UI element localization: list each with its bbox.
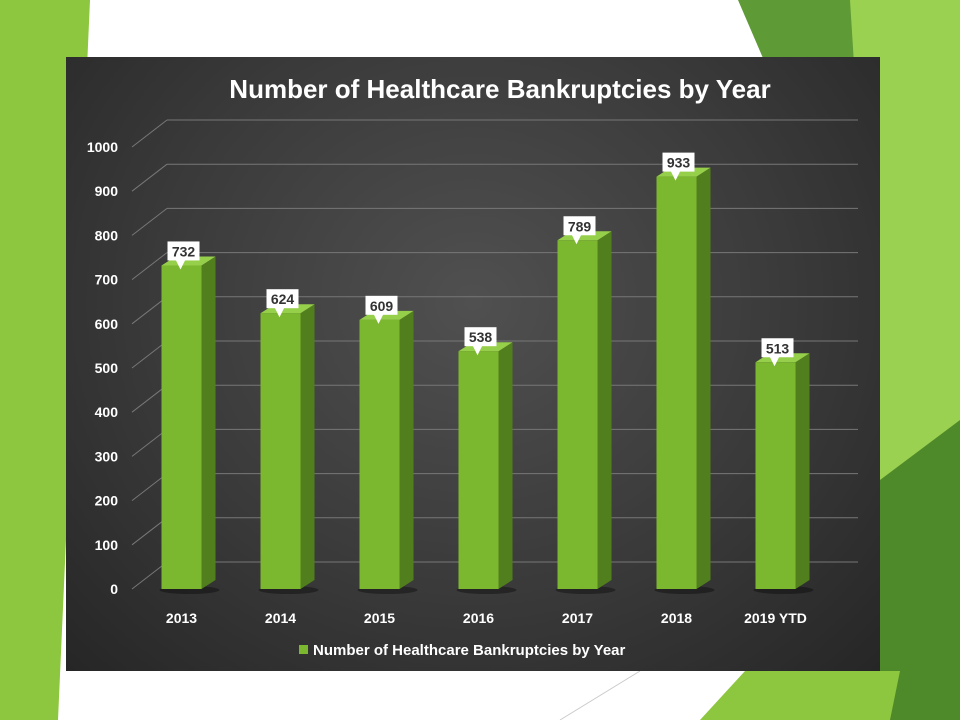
- y-tick-label: 1000: [87, 139, 118, 155]
- bar-2015: [357, 310, 418, 594]
- bar-side: [399, 310, 414, 589]
- y-tick-label: 700: [95, 272, 119, 288]
- y-tick-label: 300: [95, 448, 119, 464]
- data-label-box: [167, 241, 200, 261]
- bar-front: [755, 362, 796, 589]
- bar-front: [260, 313, 301, 589]
- bar-front: [359, 319, 400, 589]
- data-label-pointer: [670, 170, 681, 181]
- data-label-box: [266, 289, 299, 309]
- data-label-box: [365, 295, 398, 315]
- y-tick-label: 200: [95, 493, 119, 509]
- decor-line: [559, 670, 641, 720]
- x-tick-label: 2016: [463, 610, 494, 626]
- data-label-pointer: [769, 356, 780, 367]
- bar-2013: [159, 256, 220, 594]
- bar-front: [458, 351, 499, 589]
- data-labels: 732 624 609 538 789 933 513: [167, 152, 794, 367]
- y-tick-label: 0: [110, 581, 118, 597]
- x-tick-label: 2019 YTD: [744, 610, 807, 626]
- bar-side: [498, 342, 513, 589]
- data-label: 789: [563, 216, 596, 245]
- data-label-pointer: [472, 345, 483, 356]
- gridline: [131, 119, 168, 148]
- bar-2016: [456, 342, 517, 594]
- bars: [159, 167, 814, 594]
- x-tick-label: 2018: [661, 610, 692, 626]
- data-label-box: [563, 216, 596, 236]
- x-axis-ticks: 2013 2014 2015 2016 2017 2018 2019 YTD: [166, 610, 807, 626]
- gridline: [131, 296, 168, 325]
- legend-swatch: [299, 645, 308, 654]
- data-label-box: [662, 152, 695, 172]
- gridline: [131, 429, 168, 457]
- bar-2014: [258, 304, 319, 594]
- y-tick-label: 900: [95, 183, 119, 199]
- y-axis-ticks: 0 100 200 300 400 500 600 700 800 900 1000: [87, 139, 118, 597]
- data-label: 538: [464, 327, 497, 356]
- gridline: [131, 561, 168, 590]
- gridline: [131, 208, 168, 236]
- data-label-text: 789: [568, 218, 592, 234]
- bar-side: [201, 256, 216, 589]
- gridline: [131, 473, 168, 501]
- x-tick-label: 2014: [265, 610, 296, 626]
- bar-2019-ytd: [753, 353, 814, 594]
- bar-side: [795, 353, 810, 589]
- chart-title: Number of Healthcare Bankruptcies by Yea…: [229, 74, 770, 104]
- data-label-pointer: [274, 307, 285, 318]
- data-label-text: 933: [667, 155, 691, 171]
- bar-front: [656, 176, 697, 589]
- data-label-box: [761, 338, 794, 358]
- data-label-text: 609: [370, 298, 394, 314]
- data-label-text: 732: [172, 243, 196, 259]
- data-label-pointer: [175, 259, 186, 270]
- chart-panel: Number of Healthcare Bankruptcies by Yea…: [66, 57, 880, 671]
- data-label: 513: [761, 338, 794, 367]
- gridline: [131, 517, 168, 546]
- data-label-pointer: [571, 234, 582, 245]
- gridline: [131, 384, 168, 413]
- legend-label: Number of Healthcare Bankruptcies by Yea…: [313, 642, 626, 659]
- bar-front: [161, 265, 202, 589]
- bar-2017: [555, 231, 616, 594]
- data-label: 624: [266, 289, 299, 318]
- legend: Number of Healthcare Bankruptcies by Yea…: [299, 642, 626, 659]
- gridline: [131, 252, 168, 280]
- data-label-text: 513: [766, 340, 790, 356]
- bar-front: [557, 240, 598, 589]
- right-dark-green-shape: [880, 420, 960, 720]
- data-label: 732: [167, 241, 200, 270]
- data-label-pointer: [373, 313, 384, 324]
- data-label: 933: [662, 152, 695, 181]
- bar-chart: Number of Healthcare Bankruptcies by Yea…: [87, 74, 858, 659]
- data-label: 609: [365, 295, 398, 324]
- bar-side: [300, 304, 315, 589]
- bottom-green-shape: [700, 671, 900, 720]
- bar-side: [696, 167, 711, 589]
- x-tick-label: 2017: [562, 610, 593, 626]
- gridline: [131, 340, 168, 369]
- y-tick-label: 500: [95, 360, 119, 376]
- y-tick-label: 100: [95, 537, 119, 553]
- x-tick-label: 2013: [166, 610, 197, 626]
- y-tick-label: 800: [95, 227, 119, 243]
- gridline: [131, 163, 168, 192]
- data-label-text: 624: [271, 291, 295, 307]
- y-tick-label: 600: [95, 316, 119, 332]
- x-tick-label: 2015: [364, 610, 395, 626]
- y-tick-label: 400: [95, 404, 119, 420]
- data-label-box: [464, 327, 497, 347]
- bar-side: [597, 231, 612, 589]
- bar-2018: [654, 167, 715, 594]
- data-label-text: 538: [469, 329, 493, 345]
